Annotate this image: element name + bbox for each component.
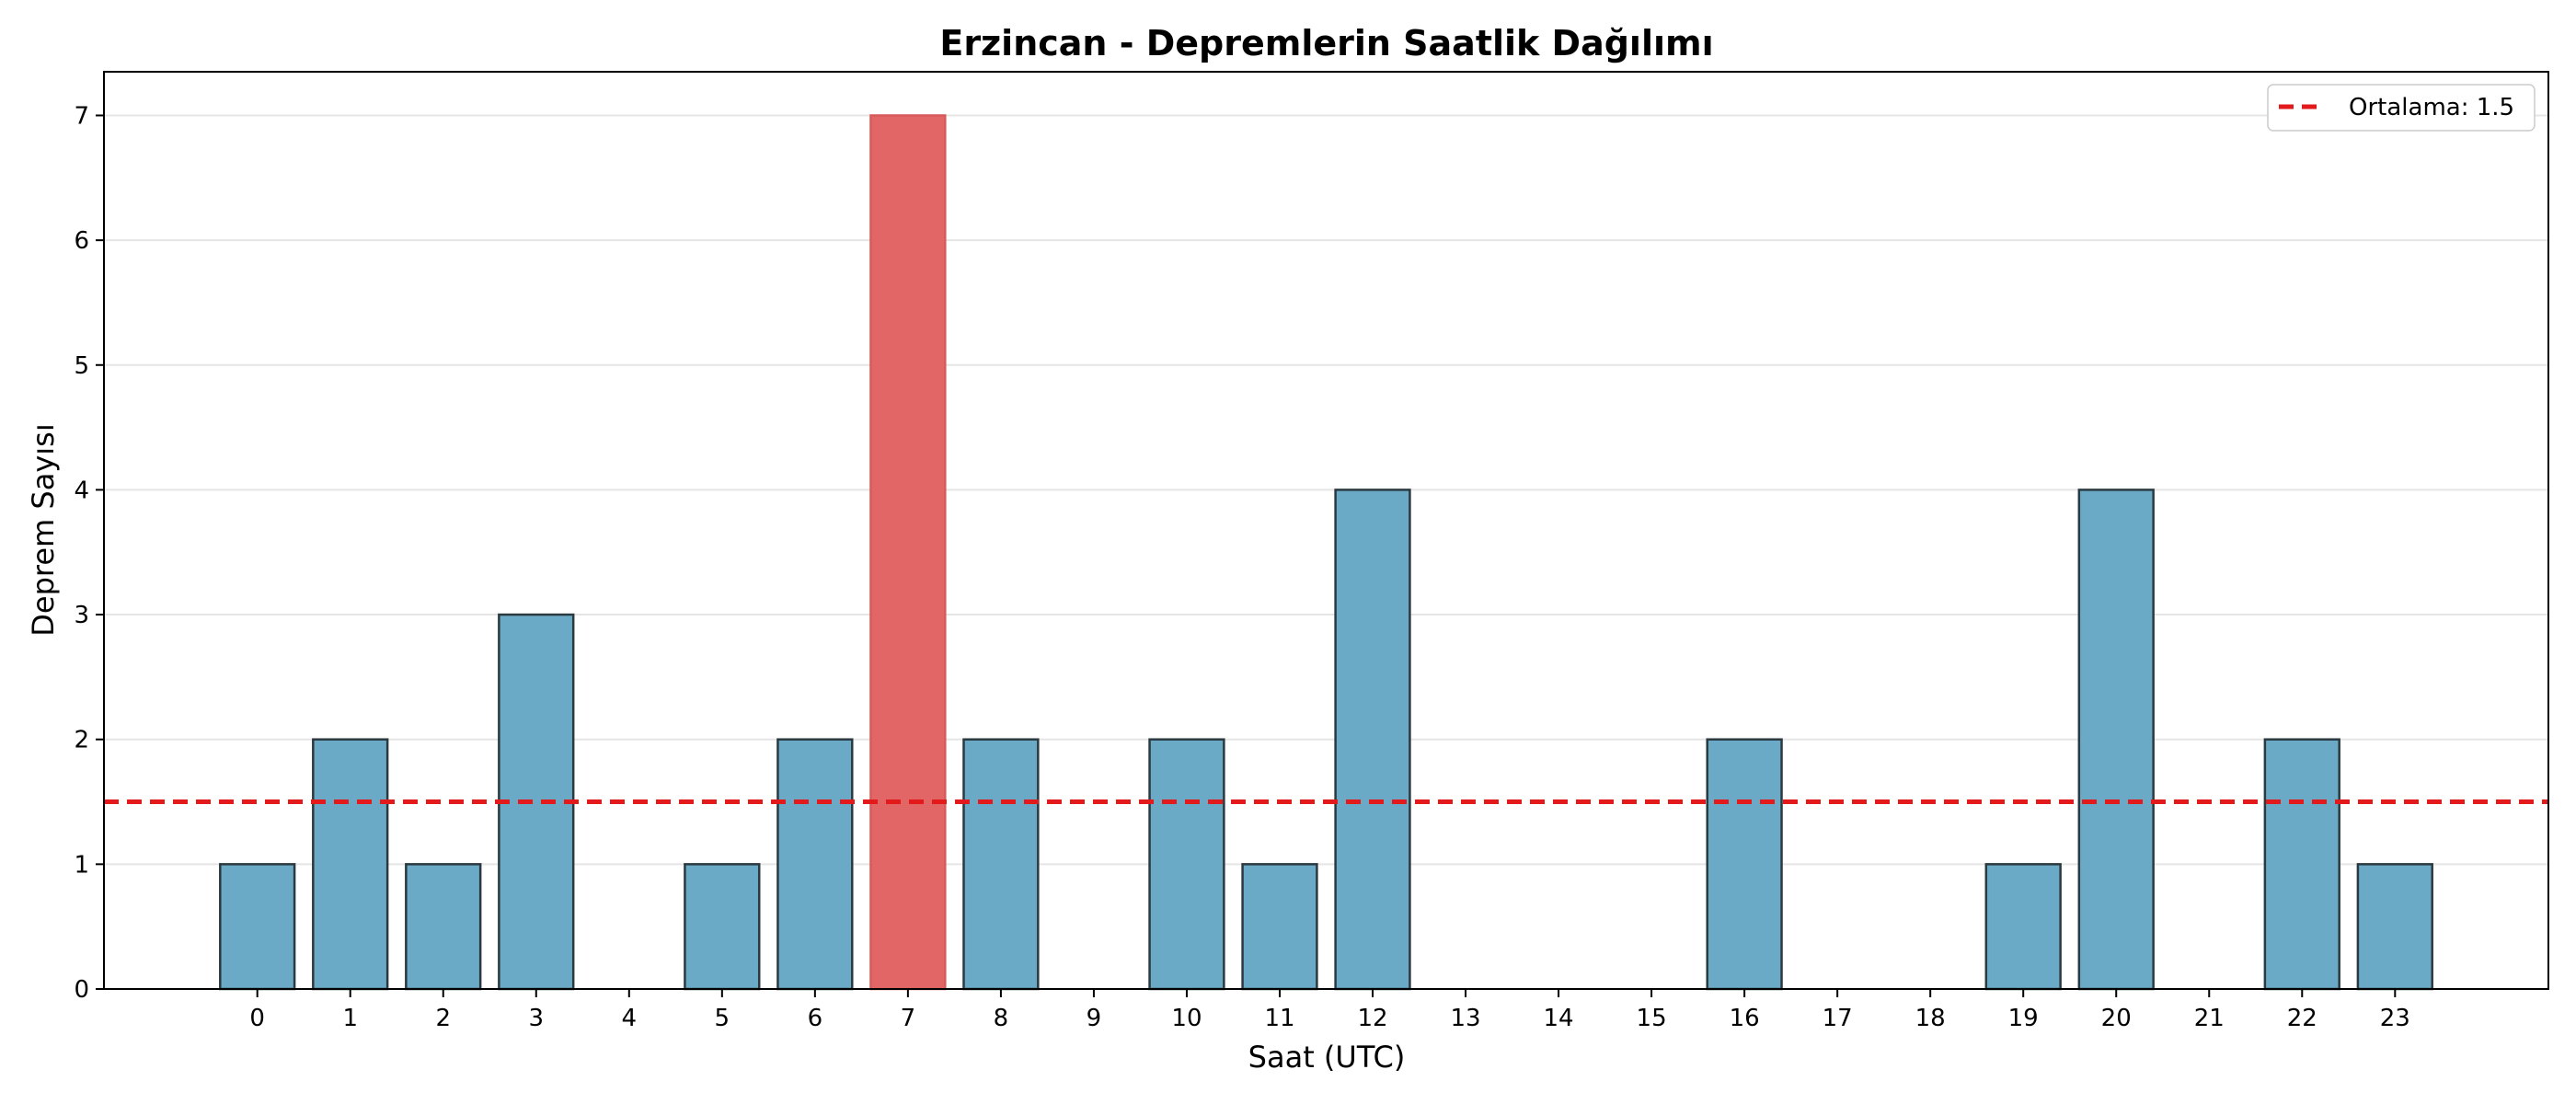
x-tick-label: 23 — [2380, 1005, 2410, 1032]
x-tick-label: 1 — [342, 1005, 358, 1032]
bar — [405, 863, 482, 991]
bar — [2356, 863, 2433, 991]
x-tick-label: 6 — [808, 1005, 823, 1032]
bar — [869, 114, 947, 991]
bar — [498, 613, 575, 991]
bar — [962, 738, 1040, 991]
x-axis-label: Saat (UTC) — [1248, 1040, 1406, 1075]
legend-label: Ortalama: 1.5 — [2349, 94, 2514, 121]
y-tick-label: 4 — [74, 477, 89, 504]
plot-frame — [103, 71, 2549, 990]
x-tick-label: 21 — [2194, 1005, 2225, 1032]
bar — [2077, 489, 2155, 991]
y-axis-label: Deprem Sayısı — [26, 423, 61, 636]
legend-box — [2267, 84, 2536, 132]
x-tick-label: 22 — [2287, 1005, 2317, 1032]
x-tick-label: 9 — [1087, 1005, 1102, 1032]
x-axis-ticks: 0 1 2 3 4 5 6 7 8 9 10 11 12 13 14 15 16 17 18 19 20 21 22 23 — [249, 989, 2410, 1032]
x-tick-label: 19 — [2008, 1005, 2039, 1032]
bar — [1148, 738, 1225, 991]
x-tick-label: 0 — [249, 1005, 265, 1032]
x-tick-label: 12 — [1357, 1005, 1387, 1032]
x-tick-label: 18 — [1915, 1005, 1946, 1032]
y-axis-ticks: 0 1 2 3 4 5 6 7 — [74, 102, 104, 1004]
bar — [1706, 738, 1783, 991]
x-tick-label: 4 — [622, 1005, 638, 1032]
x-tick-label: 2 — [435, 1005, 451, 1032]
x-tick-label: 3 — [529, 1005, 545, 1032]
x-tick-label: 17 — [1823, 1005, 1853, 1032]
bar — [219, 863, 296, 991]
y-tick-label: 1 — [74, 851, 89, 879]
x-tick-label: 16 — [1730, 1005, 1760, 1032]
x-tick-label: 13 — [1450, 1005, 1480, 1032]
x-tick-label: 5 — [715, 1005, 730, 1032]
y-tick-label: 5 — [74, 352, 89, 380]
x-tick-label: 10 — [1171, 1005, 1202, 1032]
chart-title: Erzincan - Depremlerin Saatlik Dağılımı — [939, 23, 1713, 63]
x-tick-label: 11 — [1264, 1005, 1294, 1032]
y-tick-label: 0 — [74, 976, 89, 1004]
x-tick-label: 7 — [901, 1005, 916, 1032]
bar — [1241, 863, 1318, 991]
bar — [312, 738, 389, 991]
bar — [2263, 738, 2340, 991]
y-tick-label: 2 — [74, 727, 89, 754]
bar — [1334, 489, 1411, 991]
bar — [1984, 863, 2062, 991]
bar — [776, 738, 854, 991]
legend: Ortalama: 1.5 — [2267, 84, 2536, 132]
x-tick-label: 14 — [1544, 1005, 1574, 1032]
y-tick-label: 7 — [74, 102, 89, 130]
x-tick-label: 15 — [1637, 1005, 1667, 1032]
bar — [684, 863, 761, 991]
x-tick-label: 20 — [2101, 1005, 2132, 1032]
y-tick-label: 6 — [74, 227, 89, 255]
x-tick-label: 8 — [994, 1005, 1009, 1032]
y-tick-label: 3 — [74, 602, 89, 629]
